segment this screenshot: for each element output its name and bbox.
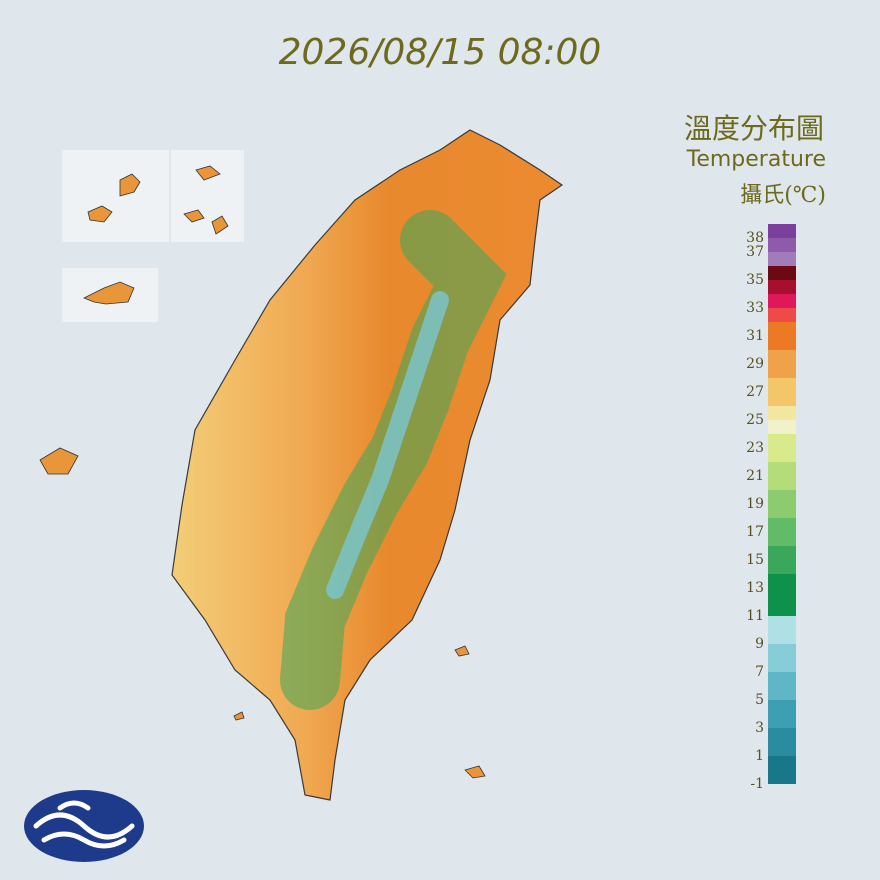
map-title: 2026/08/15 08:00 [279, 32, 602, 73]
legend-band [768, 756, 796, 784]
legend-band [768, 574, 796, 616]
legend-band [768, 462, 796, 490]
legend-band [768, 252, 796, 266]
legend-tick-label: 13 [746, 580, 764, 596]
legend-tick-label: 33 [746, 300, 764, 316]
legend-tick-label: 37 [746, 244, 764, 260]
legend-tick-label: -1 [750, 776, 764, 792]
legend-band [768, 322, 796, 350]
legend-band [768, 378, 796, 406]
legend-tick-label: 21 [746, 468, 764, 484]
legend-title: 溫度分布圖 [684, 112, 824, 145]
legend-band [768, 434, 796, 462]
legend-band [768, 350, 796, 378]
legend-band [768, 728, 796, 756]
inset-islands [62, 150, 244, 322]
legend-band [768, 420, 796, 434]
logo-swirl [33, 800, 135, 849]
legend-band [768, 672, 796, 700]
legend-unit: 攝氏(℃) [740, 183, 826, 208]
legend-tick-label: 19 [746, 496, 764, 512]
legend-band [768, 280, 796, 294]
legend-tick-label: 35 [746, 272, 764, 288]
logo [24, 790, 144, 862]
legend-tick-label: 38 [746, 230, 764, 246]
legend-tick-label: 31 [746, 328, 764, 344]
high-peaks [326, 291, 449, 599]
legend-tick-label: 29 [746, 356, 764, 372]
legend-band [768, 616, 796, 644]
legend-band [768, 700, 796, 728]
legend-tick-label: 17 [746, 524, 764, 540]
legend-band [768, 224, 796, 238]
legend-band [768, 294, 796, 308]
island [83, 281, 135, 305]
legend-tick-label: 27 [746, 384, 764, 400]
legend-tick-label: 3 [755, 720, 764, 736]
legend-subtitle: Temperature [686, 147, 826, 172]
legend-band [768, 644, 796, 672]
legend-tick-label: 23 [746, 440, 764, 456]
legend-band [768, 266, 796, 280]
legend-tick-label: 25 [746, 412, 764, 428]
island [87, 165, 229, 235]
legend-band [768, 308, 796, 322]
legend-band [768, 238, 796, 252]
legend-tick-label: 9 [755, 636, 764, 652]
island [39, 447, 486, 779]
legend-tick-label: 7 [755, 664, 764, 680]
legend-tick-label: 11 [746, 608, 764, 624]
legend-band [768, 546, 796, 574]
legend-tick-label: 15 [746, 552, 764, 568]
legend-tick-label: 5 [755, 692, 764, 708]
legend-band [768, 518, 796, 546]
legend-tick-label: 1 [755, 748, 764, 764]
mountain-zone [280, 210, 507, 710]
legend-band [768, 490, 796, 518]
legend-band [768, 406, 796, 420]
